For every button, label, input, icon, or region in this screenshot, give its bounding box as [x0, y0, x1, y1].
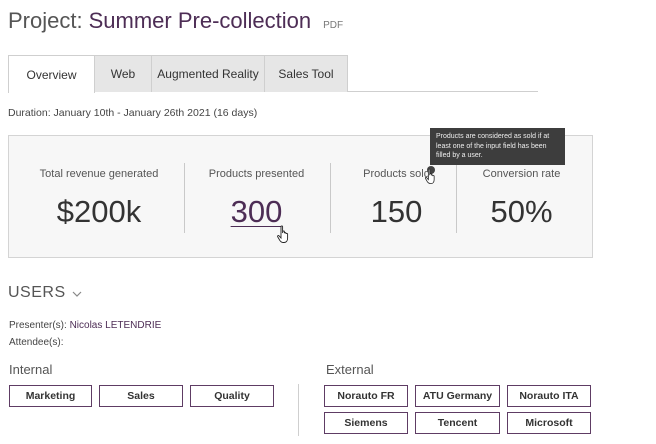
group-divider [298, 384, 299, 436]
stat-label: Total revenue generated [39, 168, 159, 180]
tag-atu-germany[interactable]: ATU Germany [415, 385, 500, 407]
tag-microsoft[interactable]: Microsoft [507, 412, 591, 434]
stat-divider [184, 163, 185, 233]
stat-products-presented: Products presented 300 [184, 136, 329, 259]
stat-value: $200k [56, 194, 142, 229]
stat-conversion-rate: Conversion rate 50% [464, 136, 579, 259]
stat-label: Products sold [363, 168, 430, 180]
tab-bar: Overview Web Augmented Reality Sales Too… [8, 55, 538, 93]
presenters-label: Presenter(s): [9, 320, 67, 331]
title-prefix: Project: [8, 8, 83, 33]
users-heading: USERS [8, 284, 66, 301]
hand-pointer-cursor [277, 225, 289, 243]
tag-tencent[interactable]: Tencent [415, 412, 500, 434]
tab-overview[interactable]: Overview [8, 55, 95, 93]
stat-products-sold: Products sold 150 [334, 136, 459, 259]
chevron-down-icon [72, 291, 82, 297]
tag-siemens[interactable]: Siemens [324, 412, 408, 434]
tab-sales-tool[interactable]: Sales Tool [264, 55, 348, 92]
users-section-toggle[interactable]: USERS [8, 284, 82, 302]
stat-divider [456, 163, 457, 233]
tag-norauto-ita[interactable]: Norauto ITA [507, 385, 591, 407]
project-name: Summer Pre-collection [88, 8, 312, 33]
presenters-row: Presenter(s): Nicolas LETENDRIE [9, 320, 161, 331]
stat-label: Conversion rate [482, 168, 561, 180]
tab-augmented-reality[interactable]: Augmented Reality [151, 55, 265, 92]
stat-value: 50% [490, 194, 553, 229]
attendees-label: Attendee(s): [9, 337, 64, 348]
pdf-export-link[interactable]: PDF [323, 20, 344, 31]
stat-divider [330, 163, 331, 233]
tag-quality[interactable]: Quality [190, 385, 274, 407]
internal-group-title: Internal [9, 362, 53, 377]
tab-web[interactable]: Web [94, 55, 152, 92]
presenter-name: Nicolas LETENDRIE [69, 320, 162, 331]
duration-text: Duration: January 10th - January 26th 20… [8, 107, 258, 119]
external-group-title: External [326, 362, 374, 377]
stat-value: 150 [370, 194, 423, 229]
tooltip: Products are considered as sold if at le… [430, 128, 565, 165]
stat-total-revenue: Total revenue generated $200k [19, 136, 179, 259]
stat-label: Products presented [208, 168, 305, 180]
tag-norauto-fr[interactable]: Norauto FR [324, 385, 408, 407]
products-presented-link[interactable]: 300 [230, 194, 283, 229]
tag-marketing[interactable]: Marketing [9, 385, 92, 407]
info-icon[interactable] [427, 166, 435, 174]
tag-sales[interactable]: Sales [99, 385, 183, 407]
page-title: Project: Summer Pre-collection PDF [8, 8, 343, 34]
hand-pointer-cursor [424, 168, 435, 184]
